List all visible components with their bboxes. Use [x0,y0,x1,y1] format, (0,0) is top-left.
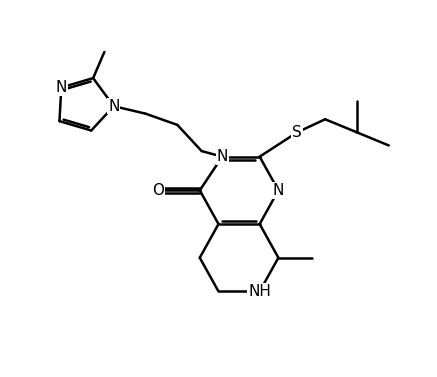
Text: N: N [55,80,67,95]
Text: O: O [153,183,165,198]
Text: NH: NH [248,284,271,299]
Text: S: S [292,125,302,140]
Text: N: N [108,99,119,114]
Text: N: N [273,183,284,198]
Text: N: N [217,149,228,164]
